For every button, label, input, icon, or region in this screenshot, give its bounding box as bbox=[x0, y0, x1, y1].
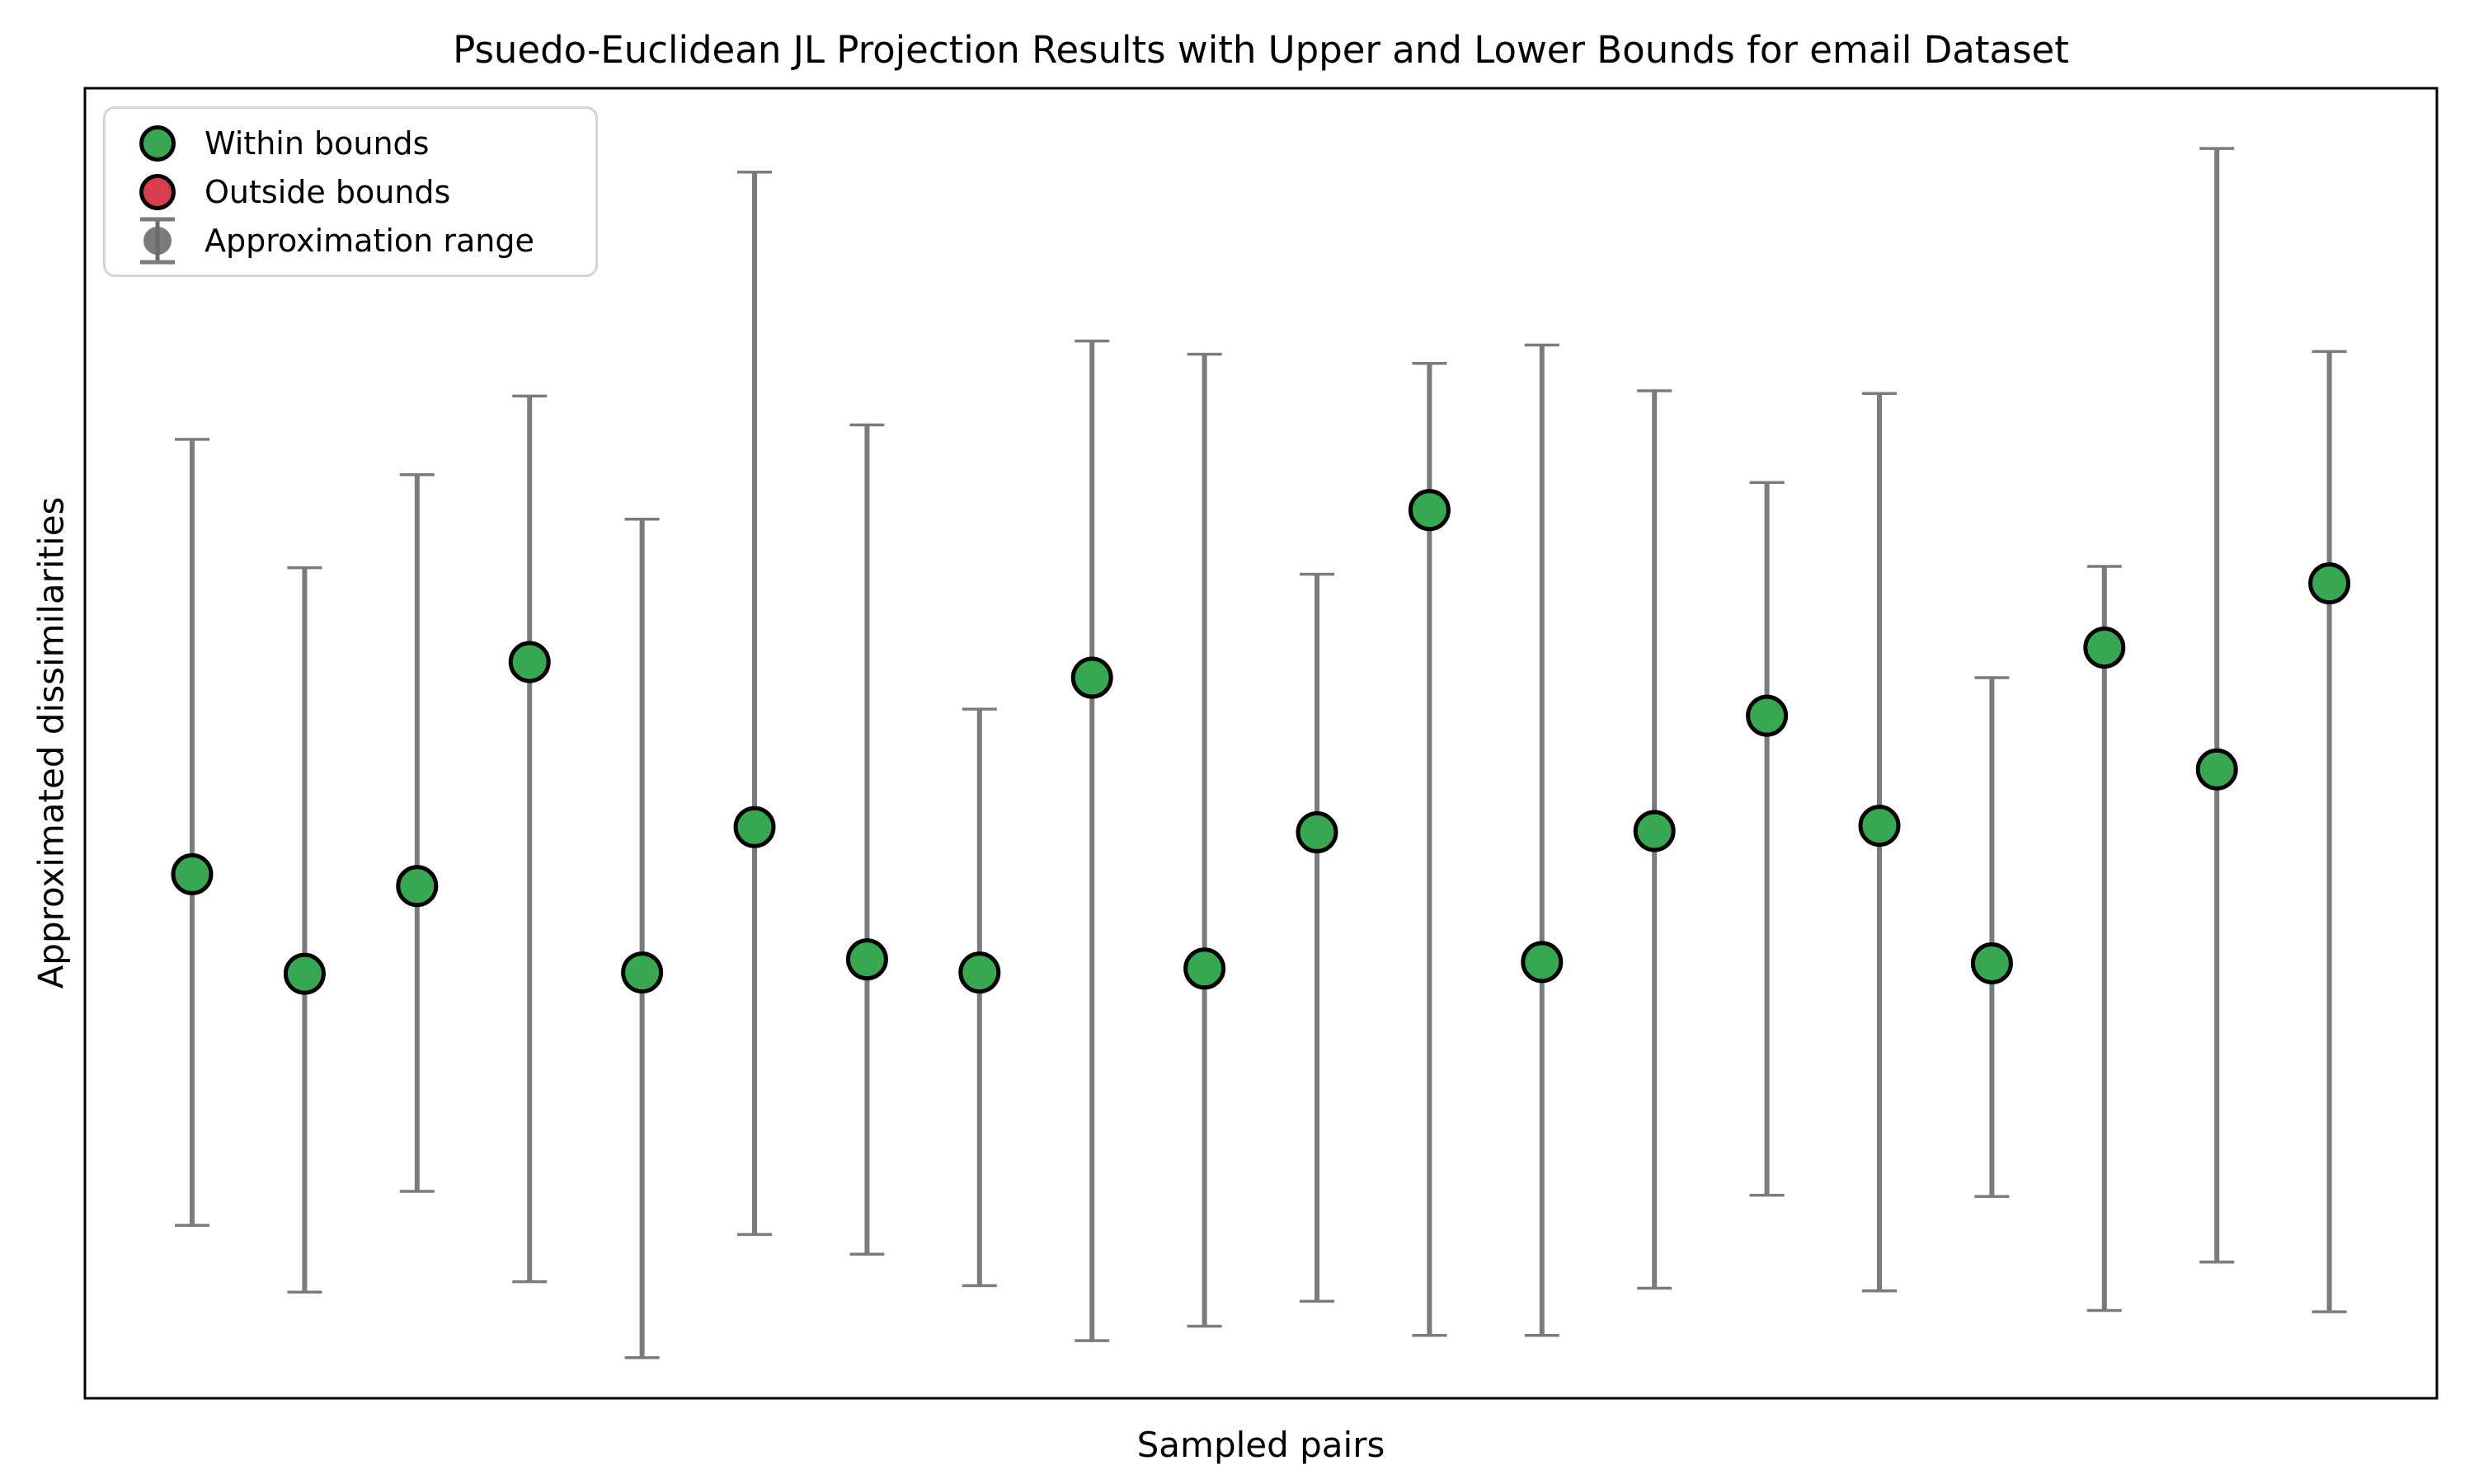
legend-item-label: Within bounds bbox=[205, 124, 430, 162]
errorbar-point bbox=[2083, 565, 2126, 1313]
within-bounds-marker-icon bbox=[139, 124, 176, 162]
errorbar-point bbox=[508, 394, 551, 1284]
errorbar-point bbox=[1633, 389, 1676, 1290]
errorbar-point bbox=[621, 518, 664, 1360]
data-point-marker bbox=[1746, 694, 1789, 737]
data-point-marker bbox=[2308, 562, 2351, 605]
errorbar-point bbox=[845, 423, 888, 1256]
errorbar-point bbox=[171, 438, 214, 1228]
errorbar-point bbox=[1746, 481, 1789, 1197]
legend-marker-col bbox=[124, 215, 191, 266]
legend-marker-col bbox=[124, 173, 191, 210]
legend-item-outside-bounds: Outside bounds bbox=[124, 167, 579, 216]
data-point-marker bbox=[733, 805, 776, 848]
data-point-marker bbox=[958, 951, 1001, 994]
data-point-marker bbox=[1521, 941, 1564, 984]
legend-marker-col bbox=[124, 124, 191, 162]
data-point-marker bbox=[283, 952, 326, 995]
errorbar-point bbox=[958, 707, 1001, 1288]
errorbar-point bbox=[396, 473, 439, 1193]
data-point-marker bbox=[1408, 489, 1451, 532]
data-point-marker bbox=[508, 641, 551, 683]
plot-frame bbox=[83, 87, 2439, 1400]
errorbar-point bbox=[1408, 361, 1451, 1337]
data-point-marker bbox=[1183, 947, 1226, 990]
data-point-marker bbox=[1858, 805, 1901, 848]
legend-item-approximation-range: Approximation range bbox=[124, 216, 579, 265]
legend-item-within-bounds: Within bounds bbox=[124, 119, 579, 167]
data-point-marker bbox=[845, 938, 888, 981]
errorbar-point bbox=[1070, 339, 1113, 1342]
data-point-marker bbox=[1296, 811, 1338, 854]
errorbar-point bbox=[1183, 352, 1226, 1328]
data-point-marker bbox=[1070, 656, 1113, 699]
chart-title: Psuedo-Euclidean JL Projection Results w… bbox=[453, 28, 2069, 72]
data-point-marker bbox=[2195, 748, 2238, 791]
legend-item-label: Approximation range bbox=[205, 222, 534, 259]
legend: Within bounds Outside bounds Approximati… bbox=[103, 106, 598, 277]
outside-bounds-marker-icon bbox=[139, 173, 176, 210]
errorbar-point bbox=[1296, 572, 1338, 1303]
data-point-marker bbox=[396, 865, 439, 908]
errorbar-point bbox=[1521, 343, 1564, 1337]
y-axis-label: Approximated dissimilarities bbox=[31, 496, 72, 989]
errorbar-point bbox=[1858, 392, 1901, 1293]
legend-item-label: Outside bounds bbox=[205, 173, 451, 210]
data-point-marker bbox=[2083, 627, 2126, 669]
data-point-marker bbox=[1970, 942, 2013, 984]
errorbar-point bbox=[2308, 350, 2351, 1313]
errorbar-point bbox=[1970, 676, 2013, 1199]
data-point-marker bbox=[1633, 810, 1676, 852]
errorbar-point bbox=[733, 170, 776, 1237]
errorbar-point bbox=[283, 566, 326, 1294]
data-point-marker bbox=[621, 951, 664, 994]
errorbars-layer bbox=[171, 147, 2351, 1360]
x-axis-label: Sampled pairs bbox=[1136, 1425, 1385, 1465]
errorbar-point bbox=[2195, 147, 2238, 1264]
data-point-marker bbox=[171, 852, 214, 895]
errorbar-marker-icon bbox=[140, 217, 175, 264]
